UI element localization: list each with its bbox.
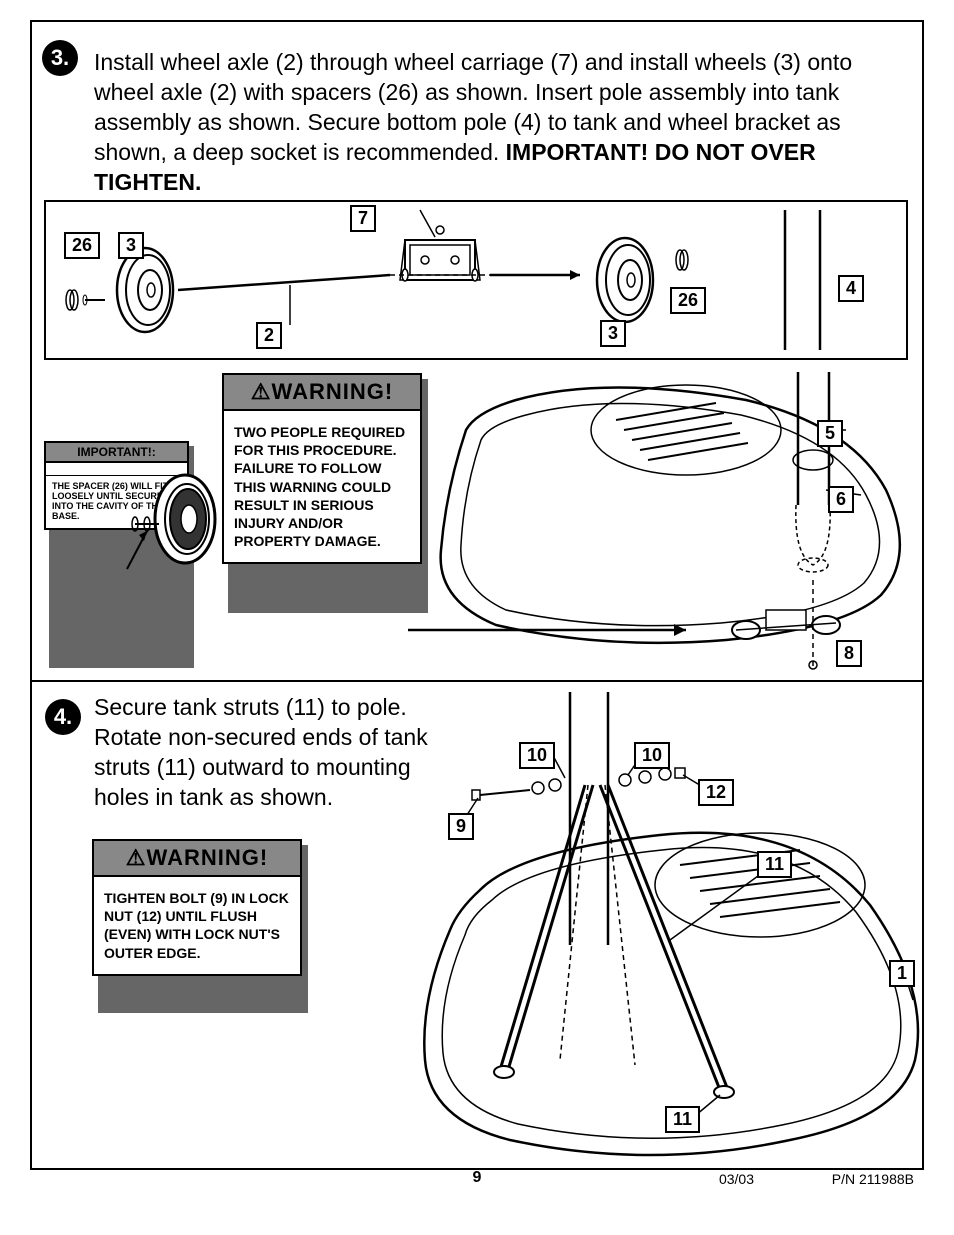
callout-7: 7 — [350, 205, 376, 232]
important-header: IMPORTANT!: — [46, 443, 187, 463]
callout-10-right: 10 — [634, 742, 670, 769]
callout-26-left: 26 — [64, 232, 100, 259]
warning-icon: ⚠ — [251, 379, 272, 404]
tank-assembly-diagram — [406, 370, 916, 680]
callout-3-right: 3 — [600, 320, 626, 347]
warning2-box: ⚠WARNING! TIGHTEN BOLT (9) IN LOCK NUT (… — [92, 839, 302, 976]
footer-date: 03/03 — [719, 1171, 754, 1187]
callout-11-top: 11 — [757, 851, 792, 878]
wheel-assembly-diagram — [50, 205, 902, 355]
step-3-instructions: Install wheel axle (2) through wheel car… — [94, 48, 904, 197]
warning1-body: TWO PEOPLE REQUIRED FOR THIS PROCEDURE. … — [224, 411, 420, 562]
step-4-instructions: Secure tank struts (11) to pole. Rotate … — [94, 693, 434, 813]
callout-1: 1 — [889, 960, 915, 987]
important-wheel-diagram — [46, 463, 187, 476]
footer-part-number: P/N 211988B — [832, 1171, 914, 1187]
callout-4: 4 — [838, 275, 864, 302]
warning2-header: ⚠WARNING! — [94, 841, 300, 877]
warning1-header-text: WARNING! — [272, 379, 394, 404]
section-divider — [32, 680, 922, 682]
page-number: 9 — [0, 1169, 954, 1187]
callout-12: 12 — [698, 779, 734, 806]
warning2-body: TIGHTEN BOLT (9) IN LOCK NUT (12) UNTIL … — [94, 877, 300, 974]
callout-10-left: 10 — [519, 742, 555, 769]
callout-11-bottom: 11 — [665, 1106, 700, 1133]
callout-3-left: 3 — [118, 232, 144, 259]
callout-5: 5 — [817, 420, 843, 447]
callout-8: 8 — [836, 640, 862, 667]
callout-2: 2 — [256, 322, 282, 349]
step-4-badge: 4. — [45, 699, 81, 735]
step-3-badge: 3. — [42, 40, 78, 76]
warning2-header-text: WARNING! — [147, 845, 269, 870]
warning1-box: ⚠WARNING! TWO PEOPLE REQUIRED FOR THIS P… — [222, 373, 422, 564]
important-box: IMPORTANT!: THE SPACER (26) WILL FIT LOO… — [44, 441, 189, 530]
warning1-header: ⚠WARNING! — [224, 375, 420, 411]
callout-6: 6 — [828, 486, 854, 513]
warning-icon: ⚠ — [126, 845, 147, 870]
callout-9: 9 — [448, 813, 474, 840]
callout-26-right: 26 — [670, 287, 706, 314]
